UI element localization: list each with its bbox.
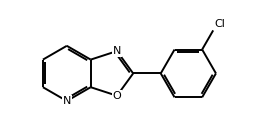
Text: Cl: Cl — [215, 19, 226, 29]
Text: N: N — [63, 96, 71, 106]
Text: N: N — [113, 46, 121, 56]
Text: O: O — [113, 91, 121, 101]
